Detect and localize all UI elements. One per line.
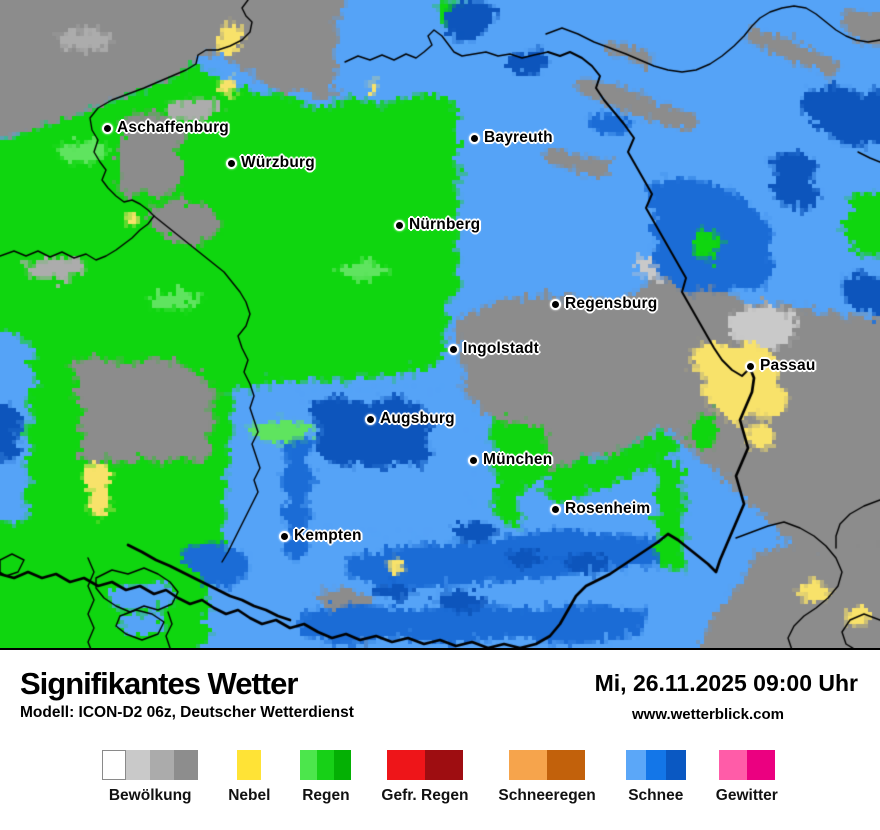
legend-label: Gefr. Regen (381, 787, 469, 804)
legend-swatch (102, 750, 127, 780)
legend-item-schneeregen: Schneeregen (498, 750, 596, 805)
weather-map: Aschaffenburg Würzburg Bayreuth Nürnberg Reg… (0, 0, 880, 650)
legend-label: Schneeregen (498, 787, 596, 804)
legend-item-gefrregen: Gefr. Regen (381, 750, 468, 805)
legend-item-schnee: Schnee (625, 750, 686, 805)
legend-swatch (665, 750, 686, 780)
legend-swatch (126, 750, 151, 780)
legend-swatch (625, 750, 646, 780)
legend-swatch-row (300, 750, 352, 780)
legend-item-gewitter: Gewitter (716, 750, 778, 805)
weather-map-canvas (0, 0, 880, 648)
legend-label: Regen (302, 787, 350, 804)
legend-swatch-row (509, 750, 586, 780)
legend: Bewölkung Nebel Regen Gefr. Regen Schneerege… (0, 750, 880, 805)
forecast-datetime: Mi, 26.11.2025 09:00 Uhr (594, 670, 858, 696)
legend-swatch-row (625, 750, 686, 780)
legend-label: Nebel (228, 787, 271, 804)
legend-swatch (509, 750, 548, 780)
legend-swatch (645, 750, 666, 780)
footer: Signifikantes Wetter Modell: ICON-D2 06z… (0, 650, 880, 830)
legend-swatch (300, 750, 318, 780)
legend-item-bewlkung: Bewölkung (102, 750, 199, 805)
legend-swatch-row (386, 750, 463, 780)
legend-swatch (150, 750, 175, 780)
legend-swatch (317, 750, 335, 780)
legend-swatch-row (718, 750, 775, 780)
legend-item-nebel: Nebel (228, 750, 270, 805)
legend-item-regen: Regen (300, 750, 352, 805)
legend-swatch (174, 750, 199, 780)
page-title: Signifikantes Wetter (20, 666, 298, 701)
legend-swatch (386, 750, 425, 780)
legend-label: Gewitter (715, 787, 778, 804)
legend-swatch-row (102, 750, 199, 780)
website-url: www.wetterblick.com (632, 706, 784, 723)
legend-swatch (718, 750, 747, 780)
legend-label: Schnee (628, 787, 684, 804)
legend-swatch (547, 750, 586, 780)
legend-label: Bewölkung (108, 787, 192, 804)
legend-swatch (334, 750, 352, 780)
legend-swatch (237, 750, 262, 780)
legend-swatch (424, 750, 463, 780)
model-info: Modell: ICON-D2 06z, Deutscher Wetterdie… (20, 704, 354, 721)
legend-swatch-row (237, 750, 262, 780)
legend-swatch (746, 750, 775, 780)
